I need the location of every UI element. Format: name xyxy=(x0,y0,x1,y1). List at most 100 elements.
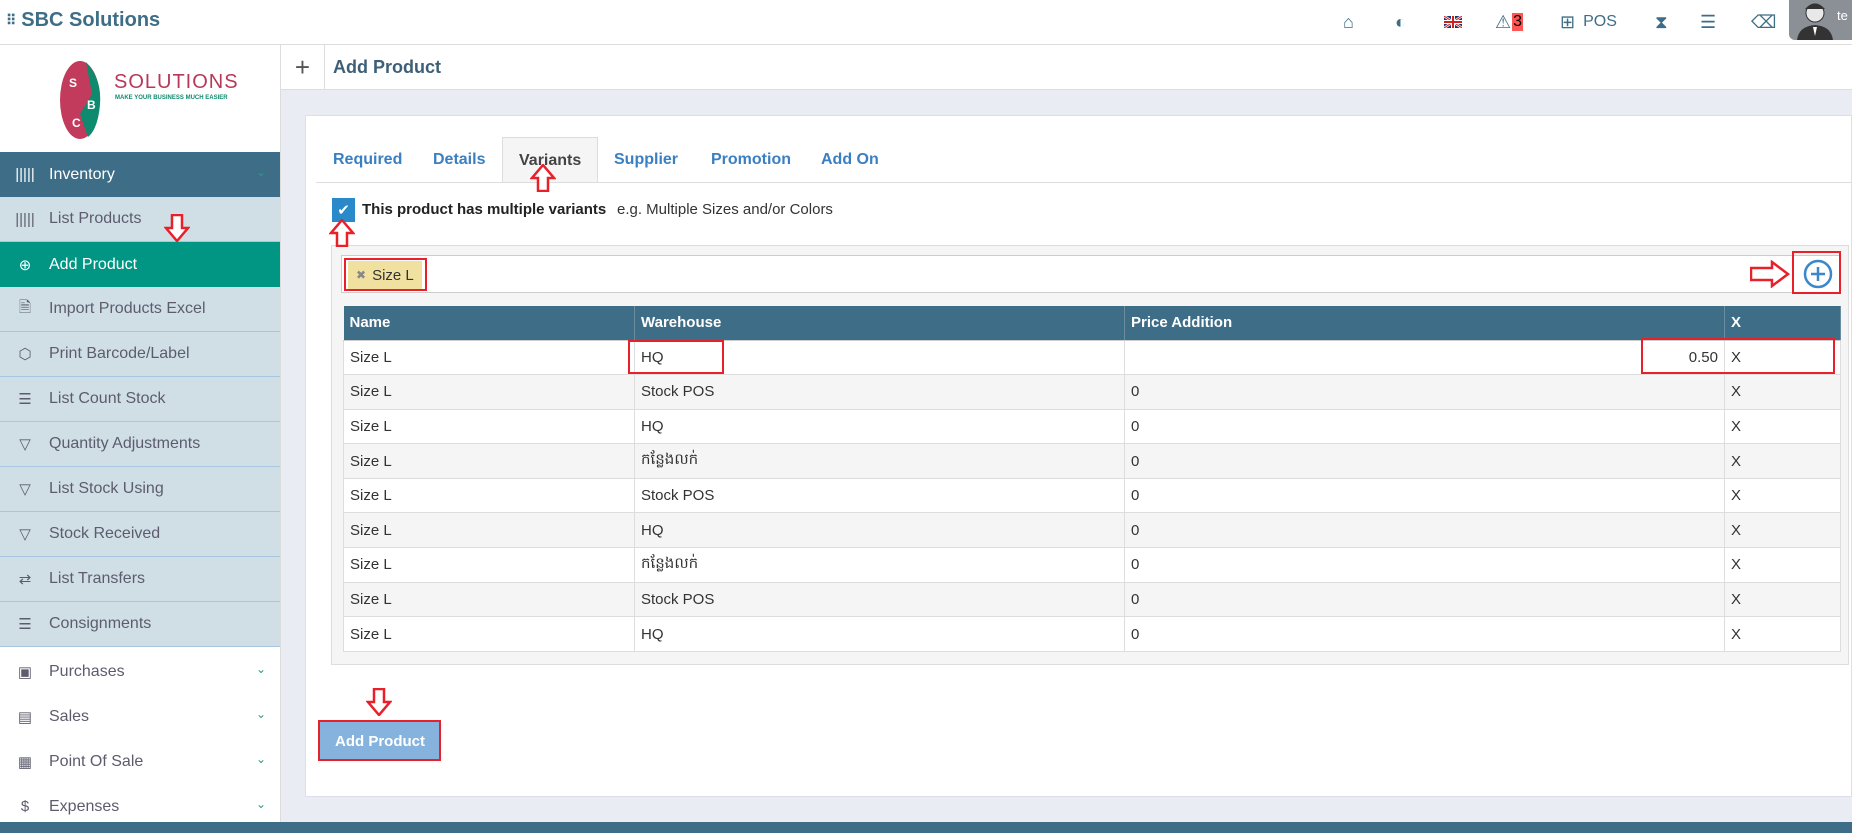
warehouse-cell: កន្លែងលក់ xyxy=(634,547,1125,583)
annotation-arrow-right-icon xyxy=(1750,260,1790,288)
home-icon[interactable]: ⌂ xyxy=(1343,11,1354,32)
sidebar-item-stock-received[interactable]: ▽ Stock Received xyxy=(0,512,280,557)
annotation-box-add-variant xyxy=(1792,251,1841,294)
sidebar-section-inventory[interactable]: ||||| Inventory ⌄ xyxy=(0,152,280,197)
price-addition-input[interactable]: 0 xyxy=(1124,581,1725,618)
contrast-icon[interactable]: ◐ xyxy=(1395,11,1406,32)
sidebar-item-print-barcode[interactable]: ⬡ Print Barcode/Label xyxy=(0,332,280,377)
remove-row-button[interactable]: X xyxy=(1724,477,1841,514)
avatar-icon xyxy=(1797,3,1833,40)
sidebar-item-list-stock-using[interactable]: ▽ List Stock Using xyxy=(0,467,280,512)
price-addition-input[interactable]: 0 xyxy=(1124,512,1725,549)
barcode-icon: ||||| xyxy=(15,166,35,183)
tab-details[interactable]: Details xyxy=(433,151,486,168)
table-row: Size L កន្លែងលក់ 0 X xyxy=(343,443,1841,479)
variant-name-cell: Size L xyxy=(343,477,635,514)
hourglass-icon[interactable]: ⧗ xyxy=(1655,11,1668,32)
price-addition-input[interactable]: 0 xyxy=(1124,408,1725,445)
page-header: + Add Product xyxy=(281,45,1852,90)
remove-row-button[interactable]: X xyxy=(1724,616,1841,652)
price-addition-input[interactable]: 0 xyxy=(1124,374,1725,410)
filter-icon: ▽ xyxy=(19,481,31,498)
sidebar-group-point-of-sale[interactable]: ▦ Point Of Sale ⌄ xyxy=(0,739,280,784)
pos-label: POS xyxy=(1583,13,1617,30)
uk-flag-icon[interactable] xyxy=(1444,8,1462,36)
annotation-arrow-down-icon xyxy=(164,214,190,242)
column-header-warehouse: Warehouse xyxy=(634,306,1125,341)
sidebar-item-consignments[interactable]: ☰ Consignments xyxy=(0,602,280,647)
price-addition-input[interactable]: 0 xyxy=(1124,443,1725,479)
sidebar-item-label: Expenses xyxy=(49,797,120,815)
warehouse-cell: កន្លែងលក់ xyxy=(634,443,1125,479)
chevron-down-icon: ⌄ xyxy=(255,165,266,179)
alerts-button[interactable]: ⚠ 3 xyxy=(1495,8,1524,36)
sidebar-item-import-products-excel[interactable]: 🗎 Import Products Excel xyxy=(0,287,280,332)
app-brand[interactable]: ⠿ SBC Solutions xyxy=(6,9,160,32)
table-row: Size L Stock POS 0 X xyxy=(343,374,1841,410)
price-addition-input[interactable]: 0.50 xyxy=(1124,339,1725,376)
company-logo[interactable]: S B C SOLUTIONS MAKE YOUR BUSINESS MUCH … xyxy=(0,45,281,152)
remove-row-button[interactable]: X xyxy=(1724,512,1841,549)
warehouse-cell: Stock POS xyxy=(634,374,1125,410)
sidebar-group-expenses[interactable]: $ Expenses ⌄ xyxy=(0,784,280,829)
warehouse-cell: HQ xyxy=(634,339,1125,376)
tab-supplier[interactable]: Supplier xyxy=(614,151,679,168)
table-row: Size L HQ 0.50 X xyxy=(343,339,1841,376)
price-addition-input[interactable]: 0 xyxy=(1124,616,1725,652)
top-bar: ⠿ SBC Solutions ⌂ ◐ ⚠ 3 ⊞ POS ⧗ ☰ ⌫ te xyxy=(0,0,1852,45)
sidebar-group-purchases[interactable]: ▣ Purchases ⌄ xyxy=(0,649,280,694)
tags-icon: ⬡ xyxy=(18,346,32,363)
remove-row-button[interactable]: X xyxy=(1724,547,1841,583)
table-header-row: Name Warehouse Price Addition X xyxy=(343,306,1841,341)
table-row: Size L កន្លែងលក់ 0 X xyxy=(343,547,1841,583)
remove-row-button[interactable]: X xyxy=(1724,408,1841,445)
logo-tagline: MAKE YOUR BUSINESS MUCH EASIER xyxy=(115,95,228,101)
pos-button[interactable]: ⊞ POS xyxy=(1560,8,1617,36)
price-addition-input[interactable]: 0 xyxy=(1124,547,1725,583)
plus-circle-icon: ⊕ xyxy=(18,256,32,274)
sidebar-item-list-transfers[interactable]: ⇄ List Transfers xyxy=(0,557,280,602)
cash-register-icon: ▦ xyxy=(17,753,33,771)
tab-required[interactable]: Required xyxy=(333,151,403,168)
add-variant-button[interactable] xyxy=(1796,253,1840,294)
remove-row-button[interactable]: X xyxy=(1724,581,1841,618)
variant-tags-input[interactable]: ✖ Size L xyxy=(341,255,1841,293)
variant-name-cell: Size L xyxy=(343,616,635,652)
user-avatar[interactable]: te xyxy=(1789,0,1852,40)
price-addition-input[interactable]: 0 xyxy=(1124,477,1725,514)
tab-add-on[interactable]: Add On xyxy=(821,151,879,168)
sidebar-item-label: List Count Stock xyxy=(49,390,166,407)
remove-tag-icon[interactable]: ✖ xyxy=(356,268,367,282)
page-title: Add Product xyxy=(333,57,441,77)
svg-text:C: C xyxy=(72,116,81,130)
sidebar-item-label: Print Barcode/Label xyxy=(49,345,190,362)
warehouse-cell: HQ xyxy=(634,616,1125,652)
multiple-variants-checkbox[interactable]: ✔ xyxy=(332,198,355,222)
tab-promotion[interactable]: Promotion xyxy=(711,151,791,168)
remove-row-button[interactable]: X xyxy=(1724,443,1841,479)
sidebar-group-sales[interactable]: ▤ Sales ⌄ xyxy=(0,694,280,739)
plus-icon[interactable]: + xyxy=(281,45,325,90)
add-product-button[interactable]: Add Product xyxy=(320,722,440,760)
list-icon[interactable]: ☰ xyxy=(1700,11,1717,32)
sidebar-item-add-product[interactable]: ⊕ Add Product xyxy=(0,242,280,287)
sidebar-item-quantity-adjustments[interactable]: ▽ Quantity Adjustments xyxy=(0,422,280,467)
product-form-card: Required Details Variants Supplier Promo… xyxy=(305,115,1852,797)
eraser-icon[interactable]: ⌫ xyxy=(1751,11,1777,32)
tab-divider xyxy=(316,182,1852,183)
sidebar-item-label: Quantity Adjustments xyxy=(49,435,201,452)
table-row: Size L HQ 0 X xyxy=(343,616,1841,652)
sidebar-item-label: Purchases xyxy=(49,662,125,680)
variant-tag[interactable]: ✖ Size L xyxy=(348,261,422,289)
check-icon: ✔ xyxy=(337,202,350,219)
sidebar-item-label: Point Of Sale xyxy=(49,752,144,770)
checkbox-label: This product has multiple variants xyxy=(362,201,607,218)
sidebar-item-label: Import Products Excel xyxy=(49,300,206,317)
remove-row-button[interactable]: X xyxy=(1724,374,1841,410)
sidebar-item-list-count-stock[interactable]: ☰ List Count Stock xyxy=(0,377,280,422)
variant-tag-label: Size L xyxy=(372,266,414,284)
variant-name-cell: Size L xyxy=(343,512,635,549)
sidebar-item-list-products[interactable]: ||||| List Products xyxy=(0,197,280,242)
app-title: SBC Solutions xyxy=(21,9,161,31)
remove-row-button[interactable]: X xyxy=(1724,339,1841,376)
